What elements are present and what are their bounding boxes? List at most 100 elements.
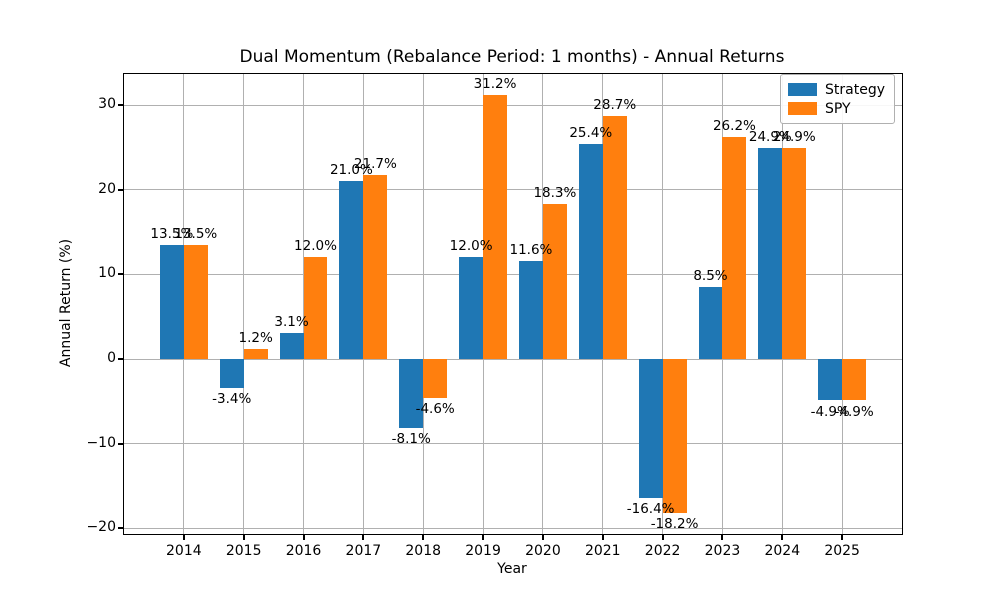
gridline-vertical bbox=[422, 74, 424, 534]
bar-strategy-2024 bbox=[758, 148, 783, 360]
legend-label-spy: SPY bbox=[825, 100, 851, 117]
x-tick-mark bbox=[721, 535, 724, 540]
bar-spy-2019 bbox=[483, 94, 507, 360]
bar-spy-2025 bbox=[842, 359, 867, 401]
bar-spy-2016 bbox=[303, 257, 328, 360]
bar-strategy-2018 bbox=[399, 359, 424, 428]
bar-strategy-2015 bbox=[219, 359, 244, 388]
x-tick-label: 2018 bbox=[405, 543, 442, 559]
x-axis-label: Year bbox=[497, 561, 527, 577]
x-tick-label: 2015 bbox=[225, 543, 262, 559]
bar-value-label: 26.2% bbox=[712, 118, 756, 135]
x-tick-mark bbox=[541, 535, 544, 540]
bar-value-label: 8.5% bbox=[693, 268, 728, 285]
bar-value-label: 21.7% bbox=[353, 156, 397, 173]
bar-spy-2023 bbox=[722, 137, 747, 360]
x-tick-label: 2020 bbox=[525, 543, 561, 559]
x-tick-mark bbox=[601, 535, 604, 540]
bar-value-label: 12.0% bbox=[449, 238, 493, 255]
bar-spy-2021 bbox=[602, 116, 627, 359]
bar-value-label: -18.2% bbox=[650, 516, 699, 533]
bar-strategy-2019 bbox=[459, 257, 484, 360]
gridline-vertical bbox=[662, 74, 664, 534]
bar-spy-2018 bbox=[423, 359, 448, 398]
legend: Strategy SPY bbox=[780, 74, 895, 124]
bar-strategy-2017 bbox=[339, 181, 364, 360]
y-tick-mark bbox=[118, 442, 123, 445]
bar-value-label: 25.4% bbox=[569, 125, 613, 141]
y-tick-label: −20 bbox=[86, 519, 116, 536]
bar-value-label: 31.2% bbox=[473, 75, 517, 92]
x-tick-label: 2022 bbox=[644, 543, 681, 559]
y-tick-mark bbox=[118, 188, 123, 191]
x-tick-mark bbox=[242, 535, 245, 540]
bar-value-label: -4.9% bbox=[834, 403, 874, 420]
legend-item-spy: SPY bbox=[788, 99, 885, 118]
x-tick-label: 2016 bbox=[285, 543, 322, 559]
x-tick-label: 2023 bbox=[704, 543, 741, 559]
legend-item-strategy: Strategy bbox=[788, 80, 885, 99]
gridline-horizontal bbox=[124, 104, 902, 106]
gridline-vertical bbox=[243, 74, 245, 534]
bar-spy-2024 bbox=[782, 148, 807, 360]
x-tick-label: 2024 bbox=[764, 543, 801, 559]
legend-label-strategy: Strategy bbox=[825, 81, 885, 98]
bar-value-label: 21.0% bbox=[329, 162, 373, 179]
bar-value-label: -16.4% bbox=[626, 500, 675, 517]
y-tick-label: 30 bbox=[98, 96, 116, 113]
bar-value-label: 1.2% bbox=[238, 329, 273, 346]
y-tick-label: 0 bbox=[107, 350, 116, 367]
bar-strategy-2020 bbox=[518, 260, 543, 359]
bar-value-label: 11.6% bbox=[509, 241, 553, 258]
x-tick-mark bbox=[362, 535, 365, 540]
bar-spy-2022 bbox=[662, 359, 687, 514]
bar-value-label: 24.9% bbox=[772, 129, 816, 146]
x-tick-mark bbox=[841, 535, 844, 540]
gridline-horizontal bbox=[124, 189, 902, 191]
x-tick-mark bbox=[182, 535, 185, 540]
bar-spy-2015 bbox=[243, 348, 268, 360]
x-tick-label: 2019 bbox=[465, 543, 501, 559]
bar-value-label: -4.9% bbox=[810, 403, 850, 420]
gridline-horizontal bbox=[124, 527, 902, 529]
bar-value-label: 12.0% bbox=[294, 238, 337, 255]
x-tick-mark bbox=[482, 535, 485, 540]
legend-swatch-spy bbox=[788, 102, 817, 115]
x-tick-mark bbox=[422, 535, 425, 540]
y-tick-mark bbox=[118, 104, 123, 107]
x-tick-label: 2021 bbox=[584, 543, 621, 559]
bar-strategy-2022 bbox=[638, 359, 663, 498]
x-tick-mark bbox=[781, 535, 784, 540]
bar-value-label: -8.1% bbox=[391, 430, 431, 447]
x-tick-mark bbox=[302, 535, 305, 540]
bar-value-label: -3.4% bbox=[212, 390, 252, 407]
y-tick-label: 20 bbox=[98, 180, 116, 197]
bar-value-label: 3.1% bbox=[274, 313, 309, 330]
bar-strategy-2016 bbox=[279, 332, 304, 360]
bar-strategy-2021 bbox=[578, 144, 603, 360]
bar-value-label: -4.6% bbox=[415, 400, 455, 417]
bar-value-label: 28.7% bbox=[593, 97, 637, 114]
bar-strategy-2025 bbox=[818, 359, 843, 401]
legend-swatch-strategy bbox=[788, 83, 817, 96]
bar-spy-2017 bbox=[363, 175, 388, 360]
bar-strategy-2023 bbox=[698, 287, 723, 360]
x-tick-label: 2014 bbox=[166, 543, 202, 559]
x-tick-label: 2025 bbox=[824, 543, 860, 559]
plot-area: −20 −10 0 10 20 30 2014 2015 2016 2017 2018 2019 202… bbox=[86, 73, 903, 559]
bar-value-label: 13.5% bbox=[150, 225, 194, 242]
bar-spy-2020 bbox=[542, 204, 567, 360]
gridline-horizontal bbox=[124, 443, 902, 445]
bar-strategy-2014 bbox=[159, 244, 184, 359]
bar-value-label: 13.5% bbox=[174, 225, 218, 242]
gridline-horizontal bbox=[124, 358, 902, 360]
gridline-vertical bbox=[841, 74, 843, 534]
bar-value-label: 24.9% bbox=[748, 129, 792, 146]
chart-title: Dual Momentum (Rebalance Period: 1 month… bbox=[239, 47, 785, 67]
y-tick-mark bbox=[118, 273, 123, 276]
y-tick-mark bbox=[118, 358, 123, 361]
gridline-horizontal bbox=[124, 273, 902, 275]
y-tick-label: 10 bbox=[98, 265, 116, 282]
y-tick-label: −10 bbox=[86, 434, 116, 451]
